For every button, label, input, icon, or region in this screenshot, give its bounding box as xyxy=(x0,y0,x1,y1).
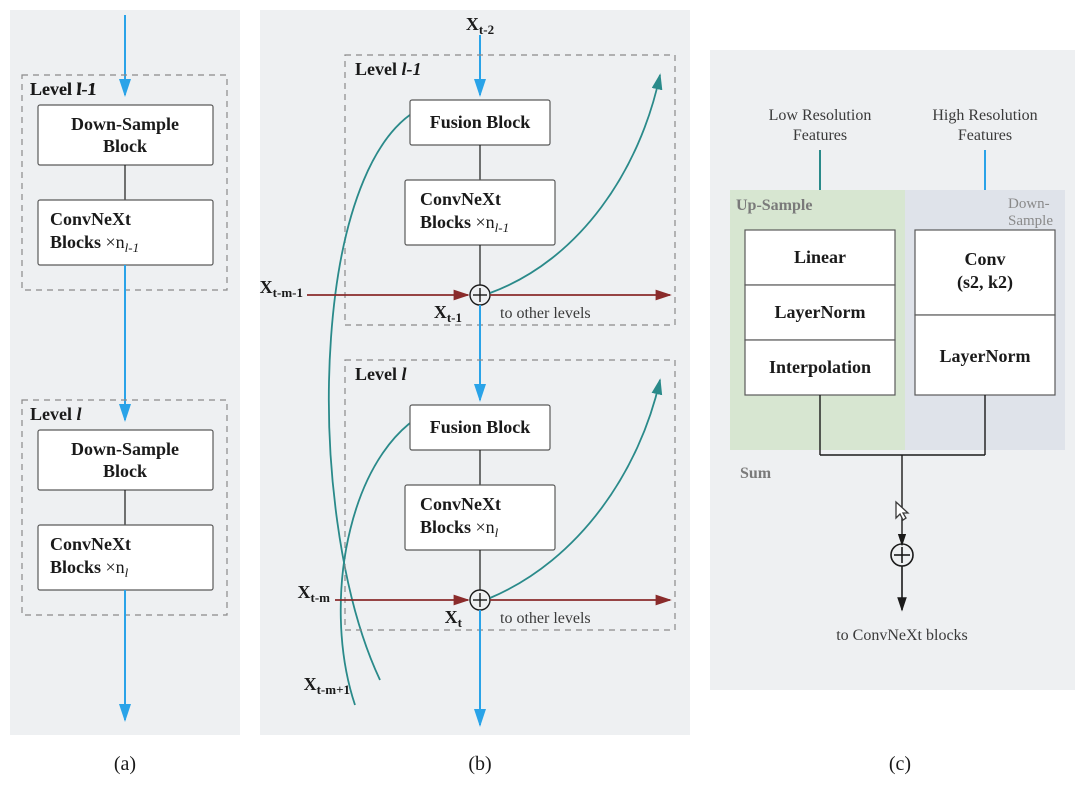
svg-text:Block: Block xyxy=(103,136,147,156)
svg-text:High Resolution: High Resolution xyxy=(932,107,1037,124)
svg-text:Up-Sample: Up-Sample xyxy=(736,197,812,214)
svg-text:Conv: Conv xyxy=(964,249,1005,269)
svg-text:LayerNorm: LayerNorm xyxy=(940,346,1031,366)
svg-text:Linear: Linear xyxy=(794,247,846,267)
svg-text:ConvNeXt: ConvNeXt xyxy=(50,534,131,554)
svg-text:Features: Features xyxy=(793,127,847,144)
svg-text:ConvNeXt: ConvNeXt xyxy=(420,189,501,209)
svg-text:Blocks ×nl: Blocks ×nl xyxy=(420,517,499,540)
svg-text:Down-Sample: Down-Sample xyxy=(71,114,179,134)
svg-text:ConvNeXt: ConvNeXt xyxy=(420,494,501,514)
svg-text:Low Resolution: Low Resolution xyxy=(769,107,872,124)
svg-text:Fusion Block: Fusion Block xyxy=(430,112,531,132)
svg-text:Down-Sample: Down-Sample xyxy=(71,439,179,459)
svg-text:Level l-1: Level l-1 xyxy=(30,79,97,99)
svg-text:Down-: Down- xyxy=(1008,196,1050,212)
svg-text:Interpolation: Interpolation xyxy=(769,357,871,377)
svg-text:Blocks ×nl: Blocks ×nl xyxy=(50,557,129,580)
svg-text:Sample: Sample xyxy=(1008,213,1053,229)
svg-text:to other levels: to other levels xyxy=(500,610,591,627)
subfig-a-label: (a) xyxy=(114,753,136,775)
svg-text:to ConvNeXt blocks: to ConvNeXt blocks xyxy=(836,627,968,644)
svg-text:Sum: Sum xyxy=(740,465,772,482)
svg-text:LayerNorm: LayerNorm xyxy=(775,302,866,322)
svg-text:ConvNeXt: ConvNeXt xyxy=(50,209,131,229)
svg-text:Fusion Block: Fusion Block xyxy=(430,417,531,437)
subfig-c-label: (c) xyxy=(889,753,911,775)
svg-text:Block: Block xyxy=(103,461,147,481)
svg-text:Level l-1: Level l-1 xyxy=(355,59,422,79)
svg-text:(s2, k2): (s2, k2) xyxy=(957,272,1013,293)
svg-text:Features: Features xyxy=(958,127,1012,144)
svg-text:Level l: Level l xyxy=(30,404,82,424)
svg-text:to other levels: to other levels xyxy=(500,305,591,322)
panel-a-content: Level l-1 Level l-1 Down-Sample Block Co… xyxy=(22,15,227,720)
svg-text:Level l: Level l xyxy=(355,364,407,384)
subfig-b-label: (b) xyxy=(468,753,491,775)
